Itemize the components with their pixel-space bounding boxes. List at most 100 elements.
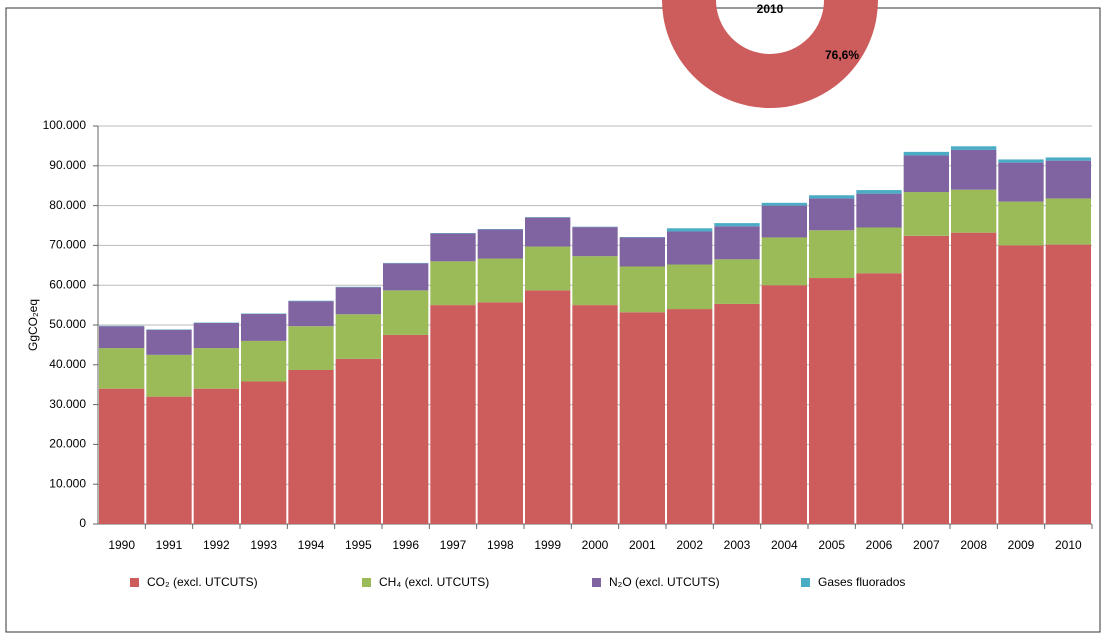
bar-segment — [146, 396, 192, 524]
legend-swatch — [362, 578, 371, 587]
bar-segment — [525, 217, 571, 247]
donut-slice — [662, 0, 878, 108]
x-tick-label: 2000 — [582, 538, 609, 552]
bar-segment — [714, 303, 760, 524]
y-tick-label: 10.000 — [49, 476, 86, 490]
bar-segment — [383, 290, 429, 335]
bar-segment — [761, 205, 807, 238]
x-tick-label: 2010 — [1055, 538, 1082, 552]
y-tick-label: 80.000 — [49, 198, 86, 212]
y-tick-label: 0 — [79, 516, 86, 530]
y-tick-label: 20.000 — [49, 437, 86, 451]
legend-swatch — [130, 578, 139, 587]
bar-segment — [667, 264, 713, 310]
y-tick-label: 60.000 — [49, 277, 86, 291]
y-tick-label: 40.000 — [49, 357, 86, 371]
bar-segment — [714, 259, 760, 304]
bar-segment — [761, 237, 807, 286]
bar-segment — [525, 246, 571, 291]
bar-segment — [430, 305, 476, 524]
bar-segment — [1045, 157, 1091, 161]
bar-segment — [430, 233, 476, 262]
x-tick-label: 1992 — [203, 538, 230, 552]
bar-segment — [951, 146, 997, 150]
bar-segment — [477, 302, 523, 524]
legend-label: CH₄ (excl. UTCUTS) — [379, 575, 489, 589]
bar-segment — [525, 290, 571, 524]
bar-segment — [477, 258, 523, 303]
bar-segment — [477, 229, 523, 259]
x-tick-label: 1991 — [156, 538, 183, 552]
bar-segment — [619, 266, 665, 313]
bar-segment — [809, 230, 855, 279]
bar-segment — [998, 159, 1044, 163]
x-tick-label: 1990 — [108, 538, 135, 552]
x-tick-label: 2002 — [676, 538, 703, 552]
bar-segment — [998, 162, 1044, 202]
donut-value-label: 76,6% — [825, 48, 859, 62]
bar-segment — [856, 273, 902, 524]
bar-segment — [193, 388, 239, 524]
bar-segment — [809, 195, 855, 199]
legend-label: CO₂ (excl. UTCUTS) — [147, 575, 258, 589]
bar-segment — [998, 245, 1044, 524]
bar-segment — [193, 323, 239, 349]
bar-segment — [383, 334, 429, 524]
bar-segment — [572, 305, 618, 524]
bar-segment — [383, 263, 429, 291]
legend-swatch — [592, 578, 601, 587]
bar-segment — [146, 329, 192, 355]
x-tick-label: 1996 — [392, 538, 419, 552]
bar-segment — [241, 381, 287, 524]
x-tick-label: 1999 — [534, 538, 561, 552]
x-tick-label: 2004 — [771, 538, 798, 552]
x-tick-label: 2003 — [724, 538, 751, 552]
bar-segment — [335, 287, 381, 315]
bar-segment — [241, 313, 287, 341]
x-tick-label: 1998 — [487, 538, 514, 552]
bar-segment — [761, 285, 807, 524]
bar-segment — [903, 151, 949, 156]
bar-segment — [1045, 160, 1091, 199]
donut-title: 2010 — [757, 2, 784, 16]
bar-segment — [1045, 198, 1091, 245]
x-tick-label: 2008 — [960, 538, 987, 552]
bar-segment — [241, 340, 287, 382]
bar-segment — [667, 228, 713, 232]
bar-segment — [619, 237, 665, 267]
x-tick-label: 2006 — [866, 538, 893, 552]
bar-segment — [856, 193, 902, 228]
bar-segment — [903, 192, 949, 236]
bar-segment — [714, 226, 760, 260]
legend-label: Gases fluorados — [818, 575, 905, 589]
bar-segment — [809, 278, 855, 524]
bar-segment — [667, 231, 713, 265]
y-tick-label: 90.000 — [49, 158, 86, 172]
bar-segment — [903, 235, 949, 524]
bar-segment — [667, 309, 713, 524]
x-tick-label: 2007 — [913, 538, 940, 552]
bar-segment — [572, 227, 618, 257]
bar-segment — [619, 312, 665, 524]
bar-segment — [809, 198, 855, 231]
bar-segment — [193, 348, 239, 389]
bar-segment — [998, 201, 1044, 246]
legend-swatch — [801, 578, 810, 587]
y-tick-label: 30.000 — [49, 397, 86, 411]
bar-segment — [951, 189, 997, 233]
x-tick-label: 1994 — [298, 538, 325, 552]
bar-segment — [99, 388, 145, 524]
x-tick-label: 2009 — [1008, 538, 1035, 552]
x-tick-label: 2005 — [818, 538, 845, 552]
y-axis-label: GgCO₂eq — [26, 299, 40, 351]
y-tick-label: 50.000 — [49, 317, 86, 331]
x-tick-label: 1997 — [440, 538, 467, 552]
bar-segment — [856, 190, 902, 194]
bar-segment — [761, 202, 807, 206]
bar-segment — [288, 326, 334, 370]
bar-segment — [288, 369, 334, 524]
frame — [5, 7, 1101, 633]
x-tick-label: 1993 — [250, 538, 277, 552]
bar-segment — [714, 223, 760, 227]
